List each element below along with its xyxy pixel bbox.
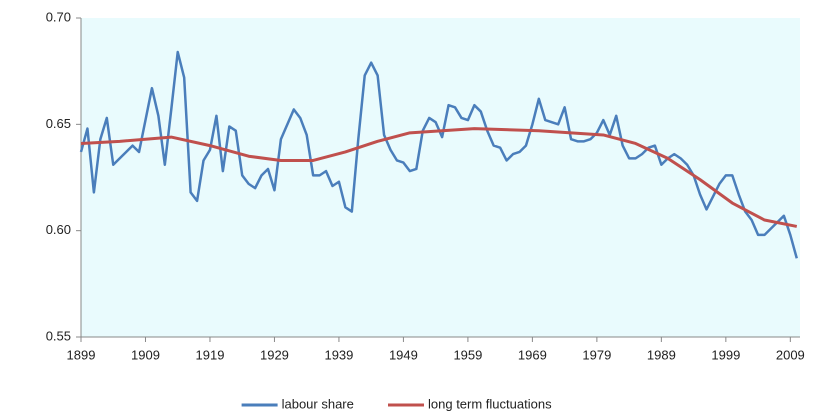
x-tick-label: 1949 [389,347,418,362]
x-tick-label: 1989 [647,347,676,362]
y-tick-label: 0.65 [46,116,71,131]
y-tick-label: 0.70 [46,9,71,24]
x-tick-label: 1919 [196,347,225,362]
x-tick-label: 1939 [324,347,353,362]
x-tick-label: 1909 [131,347,160,362]
x-tick-label: 1899 [67,347,96,362]
legend-label: long term fluctuations [428,396,552,411]
y-tick-label: 0.55 [46,328,71,343]
y-tick-label: 0.60 [46,222,71,237]
x-tick-label: 1929 [260,347,289,362]
x-tick-label: 1979 [582,347,611,362]
x-tick-label: 1969 [518,347,547,362]
x-tick-label: 1999 [711,347,740,362]
legend-label: labour share [282,396,354,411]
series-line [80,127,798,228]
x-tick-label: 1959 [453,347,482,362]
x-tick-label: 2009 [776,347,805,362]
